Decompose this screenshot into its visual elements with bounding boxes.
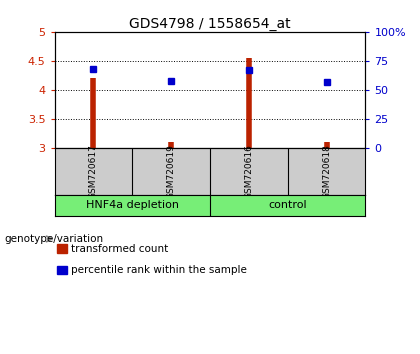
- Text: GSM720618: GSM720618: [322, 144, 331, 199]
- Text: GSM720616: GSM720616: [244, 144, 253, 199]
- Text: control: control: [268, 200, 307, 210]
- Text: transformed count: transformed count: [71, 244, 168, 253]
- Text: genotype/variation: genotype/variation: [4, 234, 103, 244]
- Text: GSM720617: GSM720617: [89, 144, 98, 199]
- Text: percentile rank within the sample: percentile rank within the sample: [71, 265, 247, 275]
- Title: GDS4798 / 1558654_at: GDS4798 / 1558654_at: [129, 17, 291, 31]
- FancyBboxPatch shape: [57, 244, 67, 253]
- FancyBboxPatch shape: [57, 266, 67, 274]
- Text: GSM720619: GSM720619: [167, 144, 176, 199]
- Text: HNF4a depletion: HNF4a depletion: [86, 200, 179, 210]
